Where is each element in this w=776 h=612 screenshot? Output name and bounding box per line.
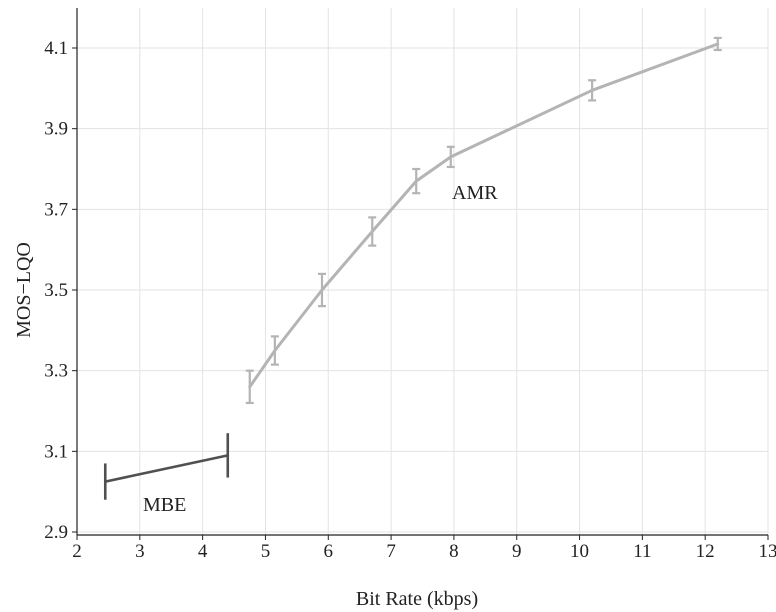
series-line-amr [248,42,720,389]
y-tick-label-3.3: 3.3 [44,361,68,382]
x-tick-label-4: 4 [198,541,208,562]
series-label-amr: AMR [452,182,498,204]
chart-grid [76,8,769,535]
x-tick-label-5: 5 [261,541,271,562]
series-line-mbe [104,454,230,483]
y-tick-label-3.7: 3.7 [44,199,68,220]
x-tick-label-8: 8 [449,541,459,562]
series-label-mbe: MBE [143,494,186,516]
y-tick-label-3.5: 3.5 [44,280,68,301]
x-tick-label-13: 13 [759,541,776,562]
x-tick-label-9: 9 [512,541,522,562]
x-tick-label-10: 10 [570,541,589,562]
x-tick-label-3: 3 [135,541,145,562]
x-tick-label-2: 2 [72,541,82,562]
y-tick-label-4.1: 4.1 [44,38,68,59]
x-tick-label-12: 12 [696,541,715,562]
x-tick-label-6: 6 [324,541,334,562]
y-tick-label-2.9: 2.9 [44,522,68,543]
chart-tick-labels: 2 3 4 5 6 7 8 9 10 11 12 13 2.9 3.1 3.3 3.5 3.7 3.9 4.1 [44,38,776,562]
x-axis-label: Bit Rate (kbps) [356,588,478,610]
x-tick-label-7: 7 [386,541,396,562]
chart-series [103,36,722,500]
y-axis-label: MOS−LQO [13,242,35,338]
y-tick-label-3.1: 3.1 [44,441,68,462]
x-tick-label-11: 11 [633,541,651,562]
y-tick-label-3.9: 3.9 [44,119,68,140]
chart-axes [72,8,769,540]
